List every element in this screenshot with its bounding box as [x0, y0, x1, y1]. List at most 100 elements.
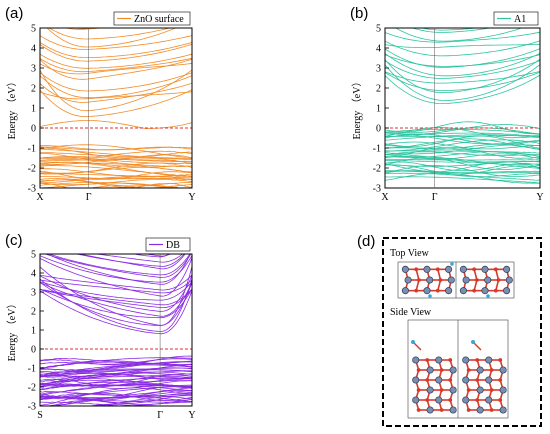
- zn-atom: [426, 406, 434, 414]
- conduction-band: [46, 28, 177, 48]
- o-atom: [489, 388, 494, 392]
- valence-band: [385, 165, 540, 177]
- y-tick-label: -1: [28, 144, 36, 155]
- bands-1: [385, 0, 540, 184]
- legend-box: [493, 11, 539, 26]
- o-atom: [472, 267, 477, 272]
- zn-atom: [484, 276, 492, 284]
- conduction-band: [40, 275, 192, 312]
- o-atom: [498, 358, 503, 362]
- valence-band: [40, 397, 192, 403]
- o-atom: [414, 267, 419, 272]
- zn-atom: [499, 386, 507, 394]
- conduction-band: [385, 58, 540, 94]
- legend-label: DB: [166, 240, 180, 251]
- conduction-band: [40, 288, 192, 319]
- valence-band: [125, 401, 192, 406]
- valence-band: [40, 151, 192, 159]
- o-atom: [439, 408, 444, 412]
- o-atom: [475, 378, 480, 382]
- conduction-band: [385, 53, 540, 77]
- y-tick-label: 2: [376, 84, 381, 95]
- valence-band: [385, 135, 540, 149]
- zn-atom: [401, 287, 409, 295]
- band-panel-1: 5 4 3 2 1 0 -1 -2 -3X Γ Y Energy （eV） (b) A1: [350, 0, 544, 203]
- conduction-band: [40, 281, 192, 301]
- o-atom: [493, 267, 498, 272]
- valence-band: [40, 156, 192, 163]
- valence-band: [40, 175, 192, 184]
- conduction-band: [385, 31, 540, 43]
- valence-band: [40, 367, 192, 377]
- o-atom: [496, 278, 501, 282]
- o-atom: [414, 288, 419, 293]
- y-tick-label: -2: [28, 164, 36, 175]
- zn-atom: [462, 376, 470, 384]
- y-tick-label: 3: [31, 64, 36, 75]
- x-tick-label: Γ: [86, 192, 92, 203]
- y-tick-label: 3: [31, 288, 36, 299]
- valence-band: [385, 164, 540, 175]
- zn-atom: [449, 366, 457, 374]
- valence-band: [385, 157, 540, 170]
- conduction-band: [40, 91, 192, 100]
- h-atom: [428, 294, 432, 298]
- zn-atom: [505, 276, 513, 284]
- y-tick-label: 1: [31, 326, 36, 337]
- o-atom: [472, 288, 477, 293]
- y-tick-label: 0: [376, 124, 381, 135]
- zn-atom: [503, 265, 511, 273]
- valence-band: [40, 165, 192, 177]
- zn-atom: [503, 287, 511, 295]
- conduction-band: [40, 43, 192, 62]
- valence-band: [385, 154, 540, 166]
- valence-band: [40, 384, 192, 392]
- zn-atom: [412, 396, 420, 404]
- y-tick-label: 2: [31, 307, 36, 318]
- y-tick-label: 2: [31, 84, 36, 95]
- zn-atom: [412, 376, 420, 384]
- conduction-band: [385, 0, 540, 5]
- h-atom: [411, 340, 415, 344]
- valence-band: [385, 133, 540, 145]
- o-atom: [416, 388, 421, 392]
- valence-band: [385, 172, 540, 181]
- conduction-band: [131, 254, 170, 258]
- x-tick-label: Γ: [432, 192, 438, 203]
- o-atom: [416, 368, 421, 372]
- valence-band: [40, 369, 192, 377]
- valence-band: [40, 189, 192, 199]
- y-tick-label: 5: [31, 24, 36, 35]
- zn-atom: [426, 366, 434, 374]
- conduction-band: [75, 254, 185, 267]
- zn-atom: [476, 386, 484, 394]
- zn-atom: [426, 276, 434, 284]
- conduction-band: [40, 35, 192, 50]
- o-atom: [425, 378, 430, 382]
- zn-atom: [435, 376, 443, 384]
- o-atom: [498, 378, 503, 382]
- o-atom: [416, 408, 421, 412]
- conduction-band: [40, 89, 192, 118]
- zn-atom: [476, 406, 484, 414]
- valence-band: [40, 371, 192, 388]
- legend-label: A1: [514, 14, 526, 25]
- x-tick-label: Y: [188, 410, 195, 421]
- valence-band: [385, 134, 540, 141]
- zn-atom: [423, 287, 431, 295]
- o-atom: [417, 278, 421, 282]
- o-atom: [448, 358, 453, 362]
- y-tick-label: 3: [376, 64, 381, 75]
- band-panel-2: 5 4 3 2 1 0 -1 -2 -3S Γ Y Energy （eV） (c) DB: [5, 232, 196, 421]
- conduction-band: [411, 28, 493, 33]
- y-tick-label: 4: [31, 269, 36, 280]
- zn-atom: [435, 356, 443, 364]
- structure-panel: (d) Top View Side View: [357, 233, 542, 427]
- valence-band: [40, 147, 192, 159]
- o-atom: [475, 278, 479, 282]
- valence-band: [114, 405, 170, 406]
- panel-label: (a): [5, 5, 23, 22]
- conduction-band: [40, 255, 192, 283]
- x-tick-label: Y: [536, 192, 543, 203]
- zn-atom: [459, 265, 467, 273]
